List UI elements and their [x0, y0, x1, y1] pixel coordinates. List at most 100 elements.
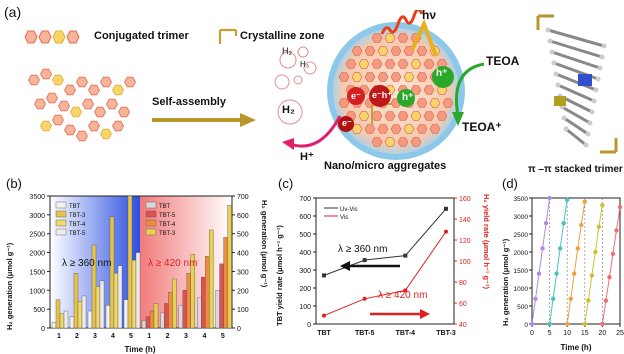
h3-small-label: H₃: [300, 60, 310, 69]
stack-atom: [599, 54, 605, 60]
stack-atom: [585, 131, 591, 137]
cycle-point: [593, 249, 598, 255]
cycle-line: [566, 201, 586, 325]
h2-bubbles-image: [274, 46, 317, 125]
cycle-point: [575, 246, 580, 251]
y-tick-label: 700: [299, 196, 311, 203]
point-vis: [444, 229, 448, 234]
self-assembly-label: Self-assembly: [152, 96, 226, 108]
bar: [153, 303, 159, 329]
stacked-label: π –π stacked trimer: [528, 164, 623, 175]
hole-badge: [432, 66, 454, 88]
trimer-hexagon: [70, 106, 82, 118]
legend-swatch: [55, 228, 67, 236]
x-tick-label: 5: [221, 333, 225, 340]
aggregate-hexagon: [423, 85, 435, 95]
teoa-label: TEOA: [486, 54, 520, 68]
stack-nitrogen: [578, 74, 592, 86]
panel-c: (c) 0 100 200 300 400 500 600 700 40 60 80 100 120 14…: [270, 176, 500, 354]
stack-atom: [591, 98, 597, 104]
y-axis-label: H₂ generation (μmol g⁻¹): [5, 242, 14, 330]
x-tick-label: 20: [599, 330, 607, 337]
point-uv: [362, 258, 367, 263]
electron-label-2: e⁻: [342, 118, 352, 128]
y2-axis-label: H₂ yield rate (μmol h⁻¹ g⁻¹): [482, 194, 491, 290]
cycle-point: [557, 246, 563, 251]
cycle-point: [572, 271, 577, 276]
cycle-point: [614, 228, 619, 233]
cycle-point: [565, 197, 570, 202]
teoa-arrow: [452, 62, 485, 126]
point-uv: [322, 273, 326, 278]
x-tick-label: TBT-3: [436, 330, 456, 337]
bar: [105, 305, 111, 329]
y-tick-label: 400: [299, 250, 311, 257]
stack-rod: [555, 72, 597, 92]
panel-d-label: (d): [502, 176, 518, 191]
hv-label: hν: [422, 8, 437, 22]
y2-tick-label: 120: [459, 238, 471, 245]
legend-swatch: [145, 219, 157, 227]
legend-label: TBT: [159, 204, 171, 210]
y-tick-label: 3500: [514, 196, 529, 203]
aggregate-hexagon: [410, 111, 422, 121]
aggregate-hexagon: [410, 137, 422, 147]
trimer-hexagon: [52, 74, 64, 86]
aggregates-label: Nano/micro aggregates: [324, 160, 447, 172]
cycle-point: [554, 271, 559, 276]
cycle-point: [561, 221, 566, 226]
aggregate-hexagon: [364, 72, 376, 82]
bar: [208, 229, 214, 329]
x-tick-label: 25: [616, 330, 624, 337]
plot-frame: [315, 197, 455, 325]
stack-rod: [549, 39, 603, 59]
panel-d: (d) 0 500 1000 1500 2000 2500 3000 3500 0 5 10 15 20…: [500, 176, 624, 354]
annotation-uv: λ ≥ 360 nm: [62, 258, 111, 269]
trimer-hexagon: [100, 128, 112, 140]
point-vis: [322, 313, 326, 318]
point-vis: [362, 296, 367, 301]
y-axis-label: TBT yield rate (μmol h⁻¹ g⁻¹): [275, 225, 284, 326]
cycle-point: [579, 222, 584, 228]
x-tick-label: 2: [75, 333, 79, 340]
bar: [168, 291, 173, 329]
trimer-hexagon: [88, 84, 100, 96]
cycle-point: [543, 221, 549, 226]
trimer-hexagon: [106, 98, 118, 110]
aggregate-hexagon: [351, 72, 363, 82]
y-tick-label: 1500: [29, 269, 45, 276]
trimer-hexagon: [40, 120, 52, 132]
hole-badge-label: h⁺: [436, 68, 448, 79]
legend-label: TBT-3: [69, 213, 86, 219]
bar: [219, 263, 224, 329]
bar: [172, 278, 177, 329]
x-tick-label: 5: [129, 333, 133, 340]
trimer-hexagon: [52, 114, 64, 126]
y-tick-label: 2000: [29, 251, 45, 258]
plot-frame: [531, 197, 621, 325]
y2-tick-label: 100: [237, 307, 249, 314]
y2-tick-label: 40: [459, 322, 467, 329]
trimer-hexagon: [100, 76, 112, 88]
y-tick-label: 2500: [29, 232, 45, 239]
y-tick-label: 200: [299, 286, 311, 293]
legend-label: TBT: [69, 204, 81, 210]
light-wave-icon: [380, 10, 424, 35]
cycle-point: [536, 271, 542, 276]
y2-tick-label: 300: [237, 269, 249, 276]
bar: [149, 310, 155, 329]
bar: [200, 276, 206, 329]
plot-frame: [49, 195, 233, 329]
aggregate-hexagon: [429, 124, 441, 134]
x-tick-label: 4: [111, 333, 115, 340]
x-tick-label: TBT: [317, 330, 331, 337]
trimer-hexagon: [118, 106, 130, 118]
stack-atom: [587, 120, 593, 126]
cycle-line: [531, 197, 551, 325]
bar: [182, 290, 188, 329]
bar: [160, 312, 165, 329]
aggregate-hexagon: [358, 111, 370, 121]
y-tick-label: 1000: [29, 288, 45, 295]
bar: [81, 295, 87, 329]
y-tick-label: 3500: [29, 194, 45, 201]
